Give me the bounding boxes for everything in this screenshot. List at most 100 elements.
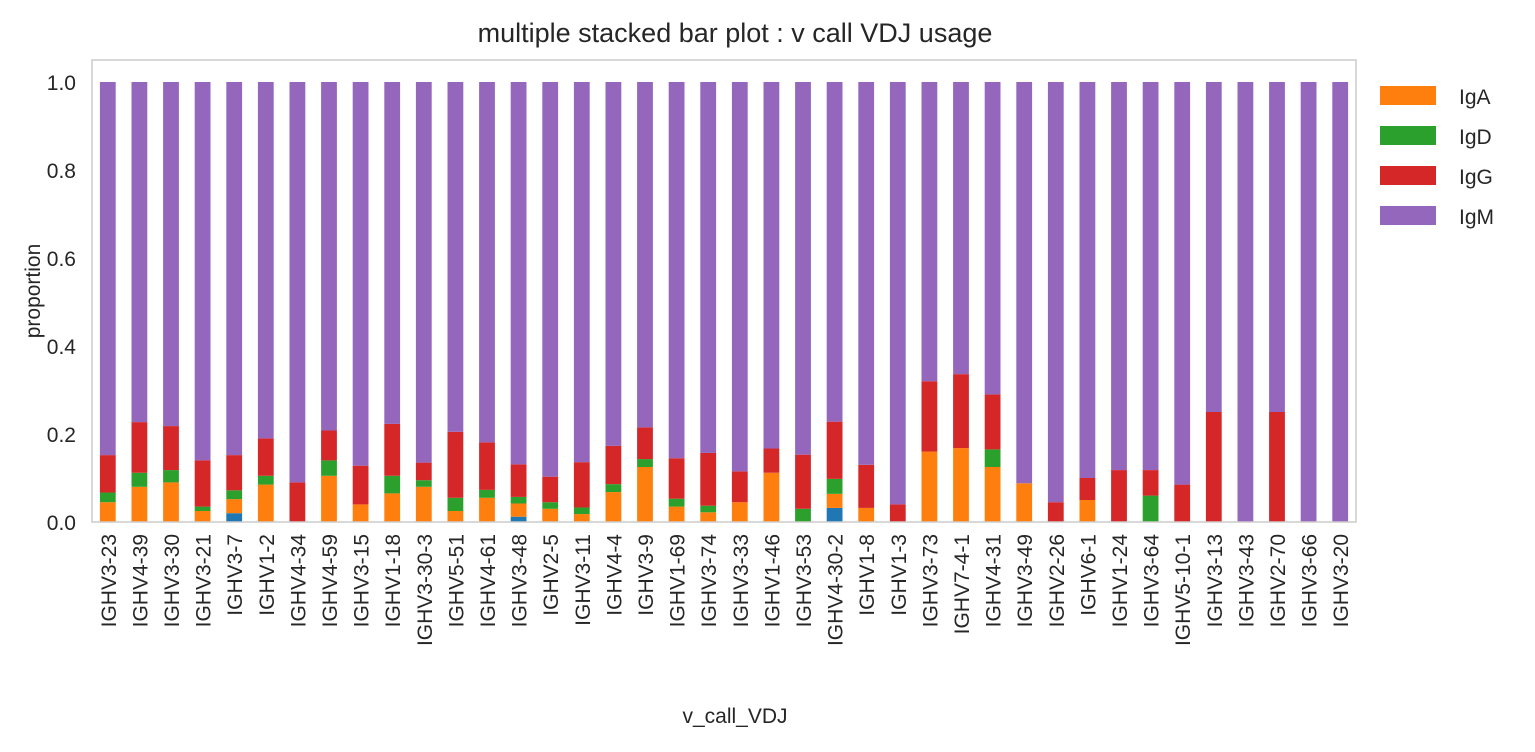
bar-segment-igm <box>384 82 401 424</box>
bar-segment-igg <box>953 374 969 449</box>
bar-segment-igd <box>257 475 274 485</box>
bar-segment-iga <box>131 486 148 522</box>
bar-segment-iga <box>953 448 969 522</box>
bar-segment-iga <box>984 467 1001 522</box>
x-tick-label: IGHV3-15 <box>351 534 374 627</box>
bar-segment-igg <box>1174 484 1191 522</box>
x-tick-label: IGHV3-7 <box>224 534 247 616</box>
x-tick-label: IGHV4-30-2 <box>825 534 848 646</box>
bar-segment-igm <box>795 82 811 455</box>
bar-segment-iga <box>637 467 653 522</box>
bar-segment-igg <box>668 458 685 499</box>
bar-segment-igg <box>605 445 622 485</box>
bar-segment-igg <box>447 431 464 498</box>
bar-segment-igd <box>194 506 211 511</box>
bar-segment-igm <box>1174 82 1191 485</box>
bar-segment-igg <box>795 454 811 509</box>
bar-segment-igg <box>352 465 369 505</box>
bar-segment-igd <box>573 507 590 515</box>
x-tick-label: IGHV1-69 <box>667 534 690 627</box>
x-tick-label: IGHV4-4 <box>603 534 626 616</box>
bar-segment-igm <box>1205 82 1222 412</box>
bar-segment-igm <box>1111 82 1127 471</box>
bar-segment-igm <box>415 82 432 463</box>
x-tick-label: IGHV1-24 <box>1109 534 1132 628</box>
x-tick-label: IGHV3-30 <box>161 534 184 627</box>
x-tick-label: IGHV3-23 <box>98 534 121 627</box>
bar-segment-igd <box>321 460 337 476</box>
bar-segment-igm <box>921 82 938 382</box>
bar-segment-igg <box>700 452 717 506</box>
bar-segment-iga <box>921 451 938 522</box>
x-tick-label: IGHV6-1 <box>1077 534 1100 616</box>
bar-segment-igm <box>858 82 875 465</box>
bar-segment-igd <box>226 490 243 500</box>
legend-swatch-iga <box>1380 86 1436 105</box>
bar-segment-igg <box>1142 470 1159 496</box>
x-tick-label: IGHV4-39 <box>129 534 152 627</box>
bar-segment-iga <box>605 492 622 522</box>
bar-segment-igg <box>226 455 243 491</box>
bar-segment-igm <box>826 82 843 422</box>
x-tick-label: IGHV1-3 <box>888 534 911 616</box>
bar-segment-iga <box>510 503 527 517</box>
bar-segment-iga <box>826 493 843 508</box>
bar-segment-iga <box>479 497 495 522</box>
bar-segment-igg <box>637 427 653 460</box>
x-tick-label: IGHV3-53 <box>793 534 816 627</box>
bar-segment-igg <box>131 422 148 473</box>
x-tick-label: IGHV3-64 <box>1141 534 1164 628</box>
x-tick-label: IGHV3-30-3 <box>414 534 437 646</box>
bar-segment-series-0 <box>826 507 843 522</box>
bar-segment-igm <box>447 82 464 432</box>
bar-segment-igd <box>479 489 495 498</box>
bar-segment-igg <box>921 381 938 452</box>
bar-segment-igg <box>573 462 590 508</box>
chart-title: multiple stacked bar plot : v call VDJ u… <box>478 18 993 48</box>
bar-segment-igm <box>700 82 717 453</box>
bar-segment-igm <box>953 82 969 375</box>
bar-segment-igd <box>384 475 401 494</box>
legend-swatch-igg <box>1380 166 1436 185</box>
bar-segment-igg <box>163 426 179 471</box>
bar-segment-igd <box>510 496 527 504</box>
x-axis-label: v_call_VDJ <box>682 705 787 728</box>
bar-segment-igg <box>257 438 274 476</box>
x-tick-label: IGHV3-33 <box>730 534 753 627</box>
legend-swatch-igd <box>1380 126 1436 145</box>
bar-segment-igd <box>700 505 717 513</box>
x-tick-label: IGHV4-61 <box>477 534 500 627</box>
bar-segment-series-0 <box>510 516 527 522</box>
y-axis-label: proportion <box>22 244 45 339</box>
bar-segment-igd <box>637 459 653 467</box>
bar-segment-iga <box>700 512 717 522</box>
bar-segment-igg <box>99 455 116 493</box>
bar-segment-igg <box>542 476 559 503</box>
x-tick-label: IGHV1-46 <box>761 534 784 627</box>
bar-segment-iga <box>573 514 590 522</box>
bar-segment-igm <box>637 82 653 428</box>
bar-segment-igm <box>542 82 559 477</box>
bar-segment-igg <box>1079 478 1096 500</box>
bar-segment-iga <box>447 511 464 522</box>
legend-label-igm: IgM <box>1459 206 1494 229</box>
x-tick-label: IGHV2-70 <box>1267 534 1290 627</box>
bar-segment-igm <box>510 82 527 465</box>
bar-segment-igd <box>668 498 685 507</box>
bar-segment-iga <box>321 475 337 522</box>
bar-segment-iga <box>1079 500 1096 522</box>
bar-segment-iga <box>194 511 211 522</box>
bar-segment-igg <box>763 448 780 473</box>
bar-segment-igm <box>99 82 116 456</box>
bar-segment-igd <box>826 478 843 494</box>
y-tick-label: 0.6 <box>47 248 76 271</box>
bar-segment-igm <box>889 82 906 505</box>
bar-segment-igg <box>321 430 337 461</box>
bar-segment-igd <box>131 472 148 487</box>
bar-segment-igm <box>321 82 337 431</box>
legend-label-igd: IgD <box>1459 126 1492 149</box>
x-tick-label: IGHV3-43 <box>1235 534 1258 627</box>
bar-segment-igm <box>984 82 1001 395</box>
x-tick-label: IGHV5-10-1 <box>1172 534 1195 646</box>
